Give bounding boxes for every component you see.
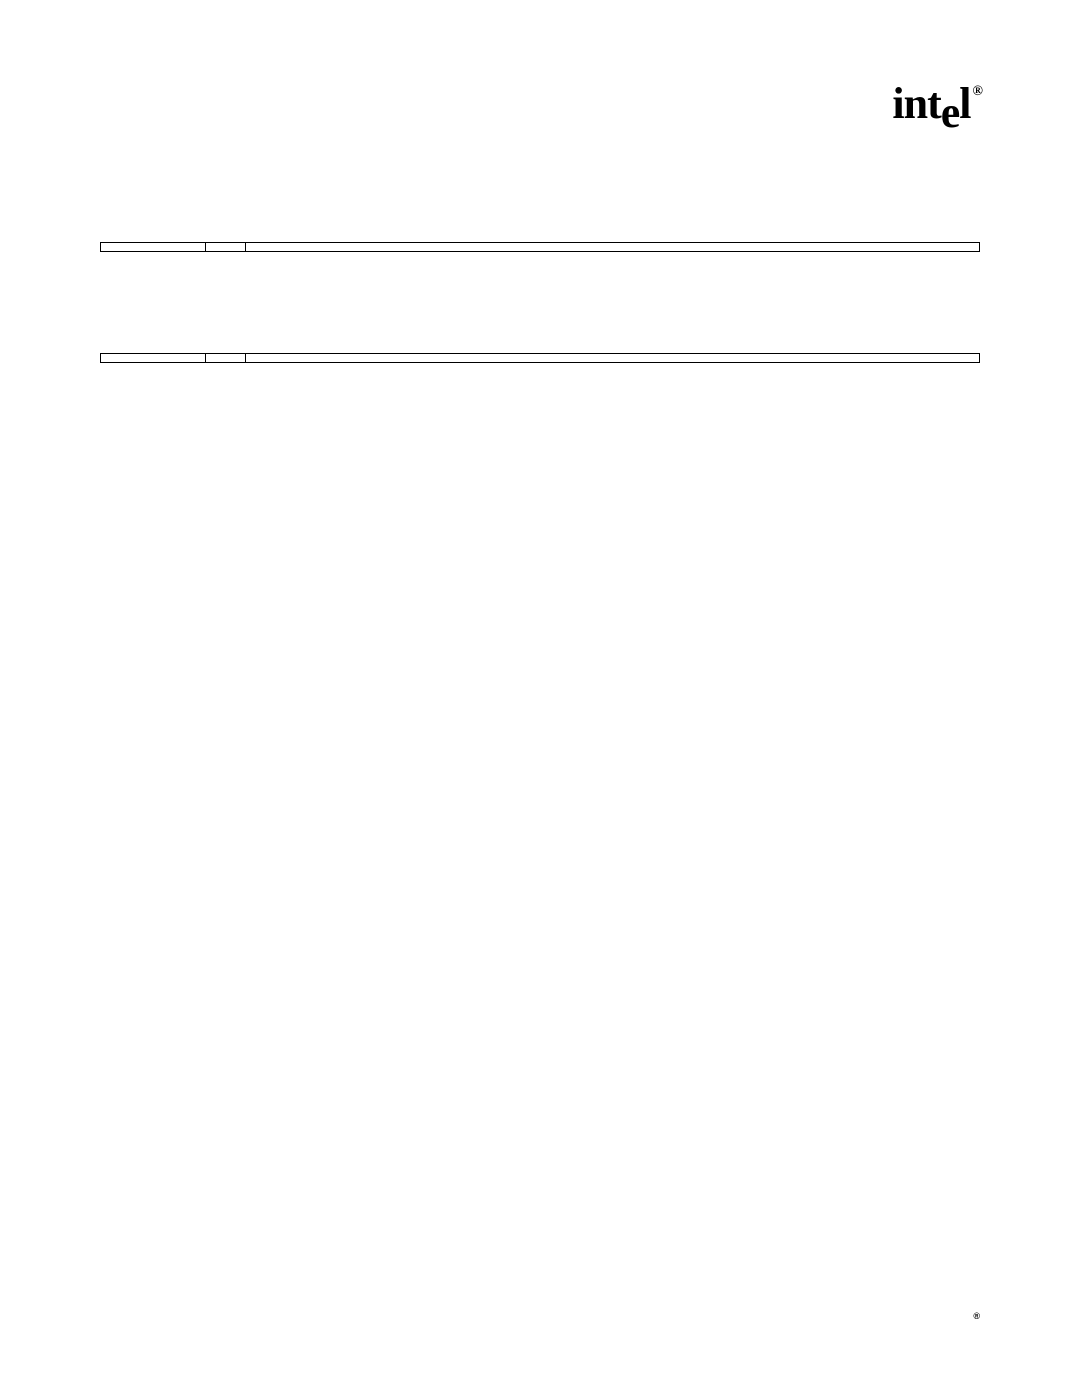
- page-footer: ®: [100, 1311, 980, 1329]
- th-io: [206, 243, 246, 252]
- th-signal: [101, 243, 206, 252]
- page-header: intel®: [100, 78, 980, 129]
- intel-logo: intel®: [892, 78, 980, 129]
- table-4: [100, 242, 980, 252]
- page-number: [100, 1311, 108, 1329]
- table-header-row: [101, 354, 980, 363]
- th-io: [206, 354, 246, 363]
- table4-caption: [100, 215, 980, 232]
- table-5: [100, 353, 980, 363]
- footer-title: ®: [973, 1311, 980, 1329]
- th-desc: [246, 243, 980, 252]
- th-signal: [101, 354, 206, 363]
- table5-caption: [100, 326, 980, 343]
- th-desc: [246, 354, 980, 363]
- table-header-row: [101, 243, 980, 252]
